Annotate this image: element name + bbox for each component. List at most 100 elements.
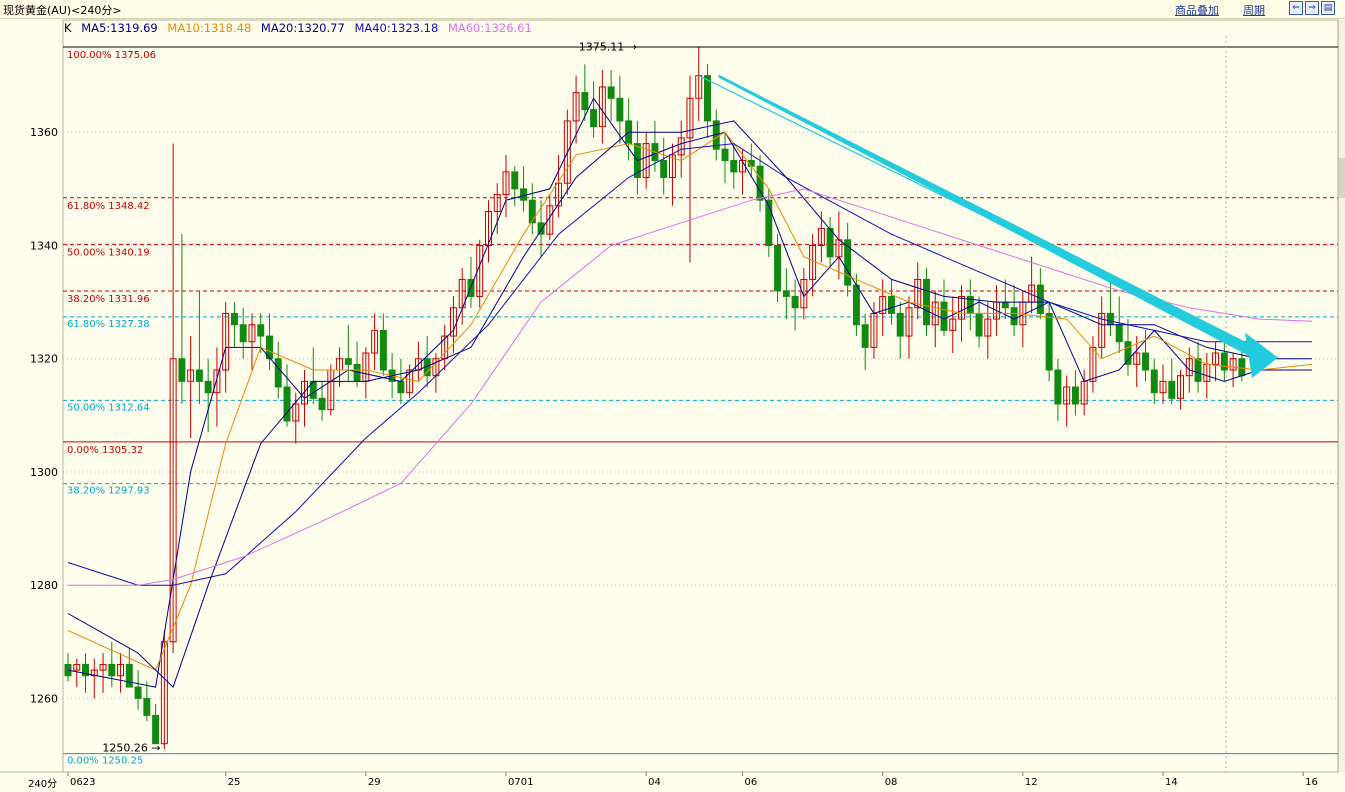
period-link[interactable]: 周期 xyxy=(1243,4,1265,17)
candle-body xyxy=(861,324,869,348)
candle-body xyxy=(1159,380,1167,394)
candle-body xyxy=(1168,380,1176,399)
x-tick-label: 0623 xyxy=(70,777,95,788)
ma-legend: K MA5:1319.69 MA10:1318.48 MA20:1320.77 … xyxy=(64,21,538,35)
candle-body xyxy=(958,295,966,320)
trend-arrow-head xyxy=(1245,332,1278,378)
candle-body xyxy=(1142,352,1149,371)
candle-body xyxy=(1177,375,1185,399)
candle-body xyxy=(1054,369,1062,405)
y-tick-label: 1300 xyxy=(30,466,58,479)
fib-cyan-label: 50.00% 1312.64 xyxy=(67,402,150,413)
candle-body xyxy=(1229,358,1237,371)
candle-body xyxy=(940,301,948,331)
candle-body xyxy=(555,182,563,207)
candle-body xyxy=(143,697,151,716)
candle-body xyxy=(82,663,89,677)
candle-body xyxy=(923,278,930,326)
candle-body xyxy=(117,663,125,677)
candle-body xyxy=(1045,312,1053,371)
candle-body xyxy=(274,358,282,388)
candle-body xyxy=(134,686,142,699)
next-arrow-icon[interactable]: ⇒ xyxy=(1305,1,1319,15)
candle-body xyxy=(642,143,650,179)
candle-body xyxy=(528,199,536,224)
candle-body xyxy=(248,324,256,343)
ma10-legend: MA10:1318.48 xyxy=(167,21,252,35)
candle-body xyxy=(152,714,160,745)
ma40-legend: MA40:1323.18 xyxy=(354,21,439,35)
candle-body xyxy=(563,120,571,184)
candle-body xyxy=(546,205,554,235)
candle-body xyxy=(73,663,81,671)
period-axis-label: 240分 xyxy=(28,779,58,790)
candle-body xyxy=(537,222,545,235)
ma5-legend: MA5:1319.69 xyxy=(81,21,158,35)
x-tick-label: 06 xyxy=(745,777,758,788)
candle-body xyxy=(616,97,624,122)
candle-body xyxy=(852,284,860,326)
candle-body xyxy=(1106,312,1114,326)
candle-body xyxy=(668,154,676,179)
candle-body xyxy=(90,669,98,677)
candle-body xyxy=(283,386,291,422)
vertical-scrollbar[interactable] xyxy=(1338,20,1345,772)
candle-body xyxy=(230,312,238,326)
title-bar: 现货黄金(AU)<240分> 商品叠加 周期 ⇐ ⇒ ▤ xyxy=(0,0,1345,19)
candle-body xyxy=(257,324,265,337)
candle-body xyxy=(1194,358,1202,382)
candle-body xyxy=(826,227,834,258)
low-marker: 1250.26 → xyxy=(102,741,160,754)
candle-body xyxy=(178,358,186,382)
trend-arrow-shaft xyxy=(718,74,1252,358)
plot-frame xyxy=(62,19,1339,773)
candle-body xyxy=(318,397,326,411)
candle-body xyxy=(791,295,799,309)
ma20-legend: MA20:1320.77 xyxy=(260,21,345,35)
candle-body xyxy=(686,97,694,139)
candle-body xyxy=(344,358,352,365)
ma40-line xyxy=(67,143,1312,586)
candle-body xyxy=(406,369,414,394)
candle-body xyxy=(765,199,773,246)
fib-cyan-label: 38.20% 1297.93 xyxy=(67,486,150,497)
candle-body xyxy=(1010,307,1018,326)
fib-red-label: 0.00% 1305.32 xyxy=(67,445,143,456)
y-tick-label: 1340 xyxy=(30,239,58,252)
candle-body xyxy=(607,86,615,99)
candle-body xyxy=(213,369,221,394)
candle-body xyxy=(721,148,729,162)
candle-body xyxy=(1150,369,1158,394)
candle-body xyxy=(1124,341,1132,365)
candle-body xyxy=(730,160,738,173)
candle-body xyxy=(1133,352,1141,365)
fib-red-label: 50.00% 1340.19 xyxy=(67,247,150,258)
candle-body xyxy=(774,244,782,292)
candle-body xyxy=(1220,352,1228,371)
candle-body xyxy=(520,188,528,201)
candle-body xyxy=(704,75,711,122)
candle-body xyxy=(476,244,484,297)
scroll-thumb[interactable] xyxy=(1339,158,1345,198)
chart-type-label: K xyxy=(64,21,72,35)
candle-body xyxy=(590,109,598,128)
layout-icon[interactable]: ▤ xyxy=(1321,1,1335,15)
candle-body xyxy=(949,318,957,331)
candle-body xyxy=(160,641,168,745)
x-tick-label: 0701 xyxy=(508,777,533,788)
ma5-line xyxy=(67,97,1312,688)
candle-body xyxy=(108,663,116,677)
candle-body xyxy=(782,290,790,297)
product-overlay-link[interactable]: 商品叠加 xyxy=(1175,4,1219,17)
candle-body xyxy=(301,380,309,405)
candle-body xyxy=(204,380,212,394)
candle-body xyxy=(1071,386,1079,405)
chart-title: 现货黄金(AU)<240分> xyxy=(3,4,122,17)
prev-arrow-icon[interactable]: ⇐ xyxy=(1289,1,1303,15)
candle-body xyxy=(844,239,852,286)
candle-body xyxy=(817,227,825,246)
y-tick-label: 1320 xyxy=(30,353,58,366)
ma60-line xyxy=(68,188,1312,586)
candle-body xyxy=(266,335,273,360)
